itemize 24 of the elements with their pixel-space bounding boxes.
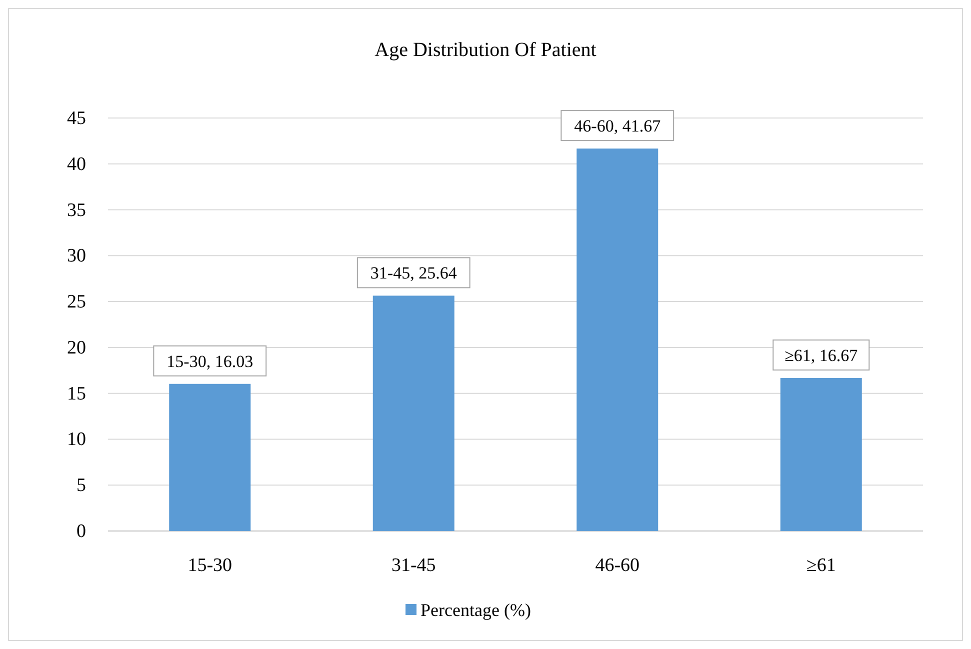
y-tick-label: 45	[67, 108, 86, 129]
x-tick-label: 31-45	[391, 555, 436, 576]
y-tick-label: 30	[67, 246, 86, 267]
y-tick-label: 40	[67, 154, 86, 175]
y-tick-label: 20	[67, 337, 86, 358]
data-label: 15-30, 16.03	[166, 352, 254, 371]
x-tick-label: 46-60	[595, 555, 640, 576]
y-tick-label: 15	[67, 383, 86, 404]
chart-title: Age Distribution Of Patient	[374, 39, 597, 61]
legend-label: Percentage (%)	[420, 600, 531, 620]
x-tick-label: 15-30	[188, 555, 232, 576]
data-label: 46-60, 41.67	[574, 116, 662, 136]
y-tick-label: 0	[76, 521, 86, 542]
y-tick-label: 25	[67, 292, 86, 313]
bar	[780, 378, 862, 531]
bar	[372, 296, 454, 531]
data-label: ≥61, 16.67	[784, 346, 858, 366]
bar	[169, 384, 251, 531]
y-tick-label: 35	[67, 200, 86, 221]
bar	[576, 148, 658, 531]
data-label: 31-45, 25.64	[370, 264, 458, 283]
x-tick-label: ≥61	[806, 555, 836, 576]
y-tick-label: 5	[76, 475, 86, 496]
y-tick-label: 10	[67, 429, 86, 450]
